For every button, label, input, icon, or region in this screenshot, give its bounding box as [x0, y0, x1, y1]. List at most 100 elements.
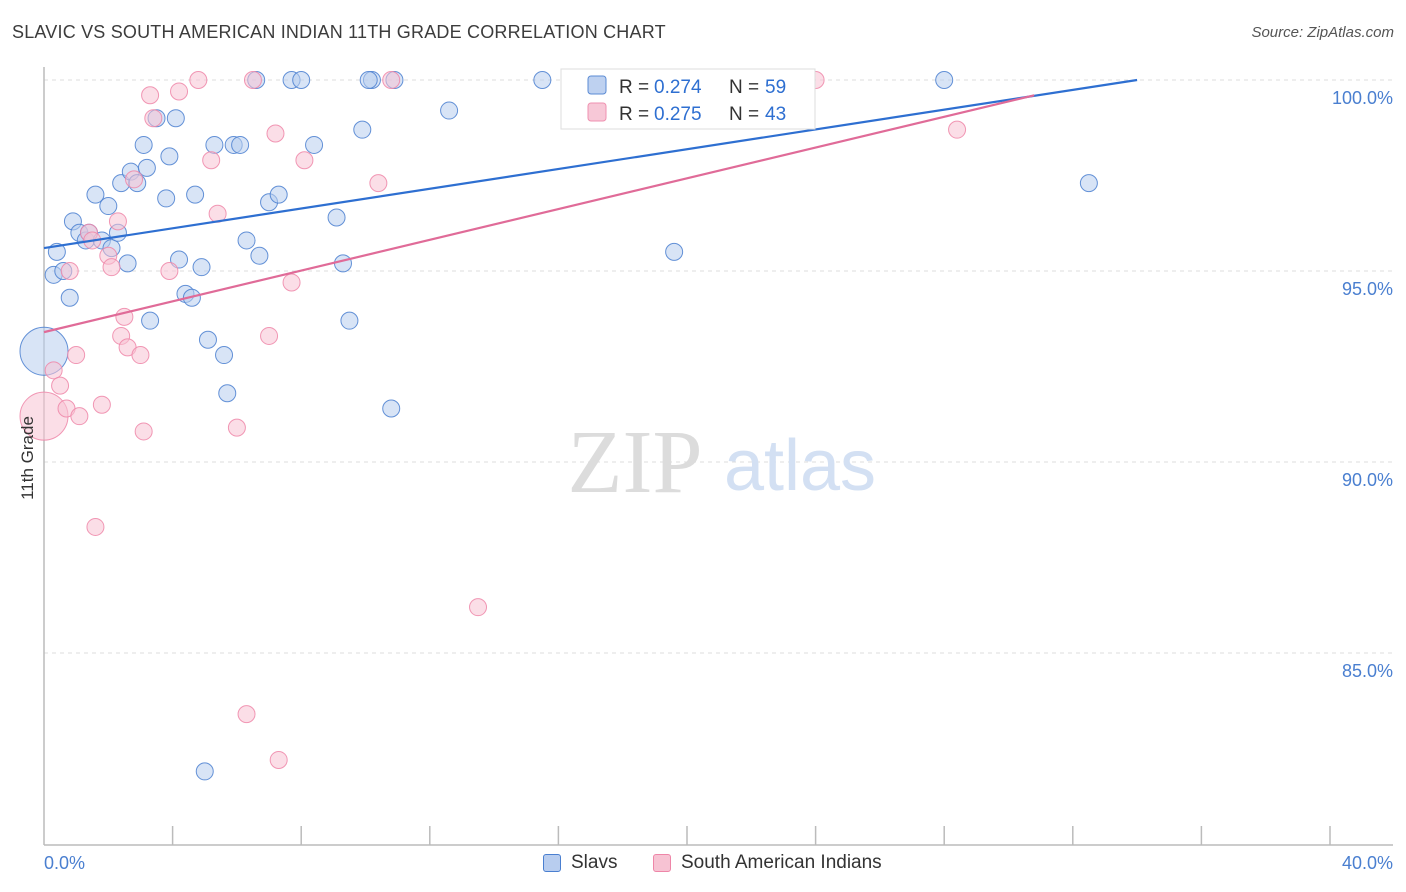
point-slavs [215, 346, 234, 365]
point-south-american-indians [134, 422, 153, 441]
point-south-american-indians [92, 395, 111, 414]
grid-layer [44, 79, 1393, 654]
legend-item-south-american-indians[interactable]: South American Indians [653, 852, 882, 874]
points-layer [19, 71, 1098, 781]
point-slavs [134, 135, 153, 154]
point-south-american-indians [144, 109, 163, 128]
stats-r-label: R = [619, 77, 654, 98]
point-slavs [353, 120, 372, 139]
y-tick-label: 95.0% [1342, 279, 1393, 299]
point-south-american-indians [282, 273, 301, 292]
point-south-american-indians [60, 262, 79, 280]
stats-swatch-sai [587, 102, 607, 122]
stats-row-slavs: R = 0.274 N = 59 [619, 77, 786, 98]
point-slavs [160, 147, 179, 166]
point-south-american-indians [51, 376, 70, 395]
legend-swatch-slavs [543, 854, 561, 872]
stats-swatch-slavs [587, 75, 607, 95]
y-tick-label: 85.0% [1342, 661, 1393, 681]
point-slavs [186, 185, 205, 204]
y-axis-title: 11th Grade [18, 416, 37, 500]
stats-r-label: R = [619, 104, 654, 125]
point-south-american-indians [369, 174, 388, 193]
point-south-american-indians [86, 517, 105, 536]
point-south-american-indians [948, 120, 967, 139]
point-slavs [218, 384, 237, 403]
point-slavs [333, 254, 352, 273]
point-slavs [440, 101, 459, 120]
point-south-american-indians [160, 262, 179, 280]
point-slavs [665, 242, 684, 261]
point-slavs [935, 71, 954, 89]
point-slavs [359, 71, 378, 89]
stats-row-sai: R = 0.275 N = 43 [619, 104, 786, 125]
stats-n-label: N = [729, 104, 764, 125]
point-slavs [292, 71, 311, 89]
legend-label: Slavs [571, 852, 618, 873]
point-slavs [166, 109, 185, 128]
point-south-american-indians [295, 151, 314, 170]
point-slavs [118, 254, 137, 273]
point-south-american-indians [67, 346, 86, 365]
legend-item-slavs[interactable]: Slavs [543, 852, 617, 874]
point-south-american-indians [102, 258, 121, 277]
stats-n-label: N = [729, 77, 764, 98]
point-south-american-indians [382, 71, 401, 89]
point-slavs [198, 330, 217, 349]
point-slavs [170, 250, 189, 269]
watermark-zip: ZIP [568, 413, 703, 512]
point-south-american-indians [269, 750, 288, 769]
point-south-american-indians [70, 407, 89, 426]
point-slavs [137, 158, 156, 177]
point-slavs [86, 185, 105, 204]
point-south-american-indians [44, 361, 63, 380]
point-south-american-indians [202, 151, 221, 170]
point-south-american-indians [227, 418, 246, 437]
x-tick-label: 0.0% [44, 853, 85, 873]
y-tick-label: 100.0% [1332, 88, 1393, 108]
point-slavs [1079, 174, 1098, 193]
watermark-atlas: atlas [724, 426, 876, 506]
point-slavs [60, 288, 79, 307]
trend-layer [43, 78, 1138, 334]
stats-n-value: 59 [765, 77, 786, 98]
point-slavs [305, 135, 324, 154]
point-south-american-indians [170, 82, 189, 101]
point-slavs [157, 189, 176, 208]
point-south-american-indians [108, 212, 127, 231]
watermark: ZIP atlas [568, 413, 877, 512]
tick-labels: 100.0% 95.0% 90.0% 85.0% 0.0% 40.0% [44, 88, 1393, 873]
legend-label: South American Indians [681, 852, 882, 873]
y-tick-label: 90.0% [1342, 470, 1393, 490]
point-south-american-indians [237, 705, 256, 724]
point-south-american-indians [125, 170, 144, 189]
point-slavs [269, 185, 288, 204]
stats-n-value: 43 [765, 104, 786, 125]
point-slavs [327, 208, 346, 227]
point-south-american-indians [260, 326, 279, 345]
trendline-slavs [43, 78, 1138, 250]
point-south-american-indians [266, 124, 285, 143]
point-slavs [195, 762, 214, 781]
legend: Slavs South American Indians [0, 852, 1406, 880]
point-slavs [192, 258, 211, 277]
point-slavs [533, 71, 552, 89]
point-slavs [99, 197, 118, 216]
point-slavs [382, 399, 401, 418]
point-slavs [237, 231, 256, 250]
point-south-american-indians [469, 598, 488, 617]
point-south-american-indians [141, 86, 160, 105]
point-slavs [205, 135, 224, 154]
x-tick-label: 40.0% [1342, 853, 1393, 873]
point-slavs [250, 246, 269, 265]
point-south-american-indians [131, 346, 150, 365]
point-slavs [141, 311, 160, 330]
stats-r-value: 0.274 [654, 77, 702, 98]
stats-r-value: 0.275 [654, 104, 702, 125]
source-credit: Source: ZipAtlas.com [1251, 24, 1394, 41]
trendline-south-american-indians [43, 94, 1035, 334]
axis-layer [43, 67, 1393, 846]
chart-title: SLAVIC VS SOUTH AMERICAN INDIAN 11TH GRA… [12, 22, 666, 42]
point-slavs [231, 135, 250, 154]
